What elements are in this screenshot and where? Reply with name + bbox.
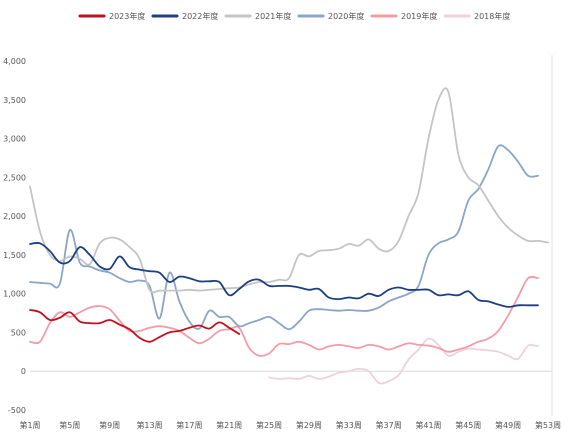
x-tick-label: 第53周 [535, 420, 561, 430]
series-line-3 [29, 87, 549, 294]
y-tick-label: -500 [8, 406, 26, 415]
series-line-1 [29, 275, 539, 357]
x-tick-label: 第49周 [495, 420, 521, 430]
x-tick-label: 第5周 [59, 420, 80, 430]
series-layer [29, 87, 549, 385]
y-tick-label: 0 [21, 367, 26, 376]
x-tick-label: 第33周 [336, 420, 362, 430]
series-line-2 [29, 144, 539, 331]
x-tick-label: 第9周 [99, 420, 120, 430]
x-tick-label: 第29周 [296, 420, 322, 430]
legend-label: 2022年度 [182, 11, 218, 21]
x-tick-label: 第37周 [376, 420, 402, 430]
legend-label: 2019年度 [401, 11, 437, 21]
series-line-4 [29, 241, 539, 308]
y-tick-label: 2,000 [3, 212, 26, 221]
series-line-0 [268, 337, 539, 385]
y-tick-label: 3,500 [3, 96, 26, 105]
x-tick-label: 第41周 [415, 420, 441, 430]
x-tick-label: 第45周 [455, 420, 481, 430]
legend: 2023年度 2022年度 2021年度 2020年度 2019年度 2018年度 [78, 11, 510, 21]
x-tick-label: 第25周 [256, 420, 282, 430]
legend-label: 2023年度 [109, 11, 145, 21]
y-tick-label: 1,000 [3, 290, 26, 299]
x-tick-label: 第1周 [19, 420, 40, 430]
y-tick-label: 4,000 [3, 57, 26, 66]
y-tick-label: 500 [11, 328, 26, 337]
x-tick-label: 第21周 [216, 420, 242, 430]
legend-label: 2020年度 [328, 11, 364, 21]
y-axis: -500 0 500 1,000 1,500 2,000 2,500 3,000 3,500 4,… [3, 57, 26, 415]
y-tick-label: 3,000 [3, 135, 26, 144]
y-tick-label: 2,500 [3, 173, 26, 182]
x-axis: 第1周 第5周 第9周 第13周 第17周 第21周 第25周 第29周 第33周 第37周 第41… [19, 55, 561, 430]
x-tick-label: 第17周 [176, 420, 202, 430]
legend-label: 2021年度 [255, 11, 291, 21]
series-line-5 [29, 309, 241, 343]
x-tick-label: 第13周 [136, 420, 162, 430]
legend-label: 2018年度 [474, 11, 510, 21]
y-tick-label: 1,500 [3, 251, 26, 260]
